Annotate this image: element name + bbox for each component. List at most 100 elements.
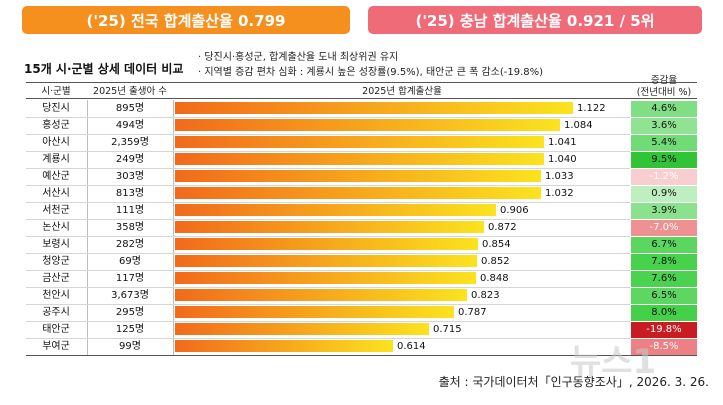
row-divider [26,338,630,339]
tfr-value-label: 1.033 [545,171,574,182]
births-value: 3,673명 [111,290,149,301]
table-header-border [26,98,697,99]
row-divider [26,219,630,220]
births-value: 895명 [115,103,145,114]
region-label: 서산시 [42,188,70,199]
tfr-bar [175,187,541,199]
change-rate-cell: -1.2% [631,169,697,185]
tfr-bar [175,255,477,267]
tfr-value-label: 1.041 [548,137,577,148]
change-rate-cell: -7.0% [631,220,697,236]
births-value: 69명 [119,256,141,267]
births-value: 125명 [115,324,145,335]
national-tfr-banner: ('25) 전국 합계출산율 0.799 [22,6,350,34]
region-label: 금산군 [42,273,70,284]
births-value: 494명 [115,120,145,131]
births-value: 2,359명 [111,137,149,148]
region-label: 아산시 [42,137,70,148]
tfr-value-label: 0.787 [458,307,487,318]
tfr-bar [175,153,544,165]
tfr-bar [175,221,484,233]
tfr-bar [175,136,544,148]
change-rate-cell: 3.6% [631,118,697,134]
tfr-bar [175,119,560,131]
row-divider [26,168,630,169]
tfr-bar [175,306,454,318]
region-label: 당진시 [42,103,70,114]
births-value: 303명 [115,171,145,182]
row-divider [26,134,630,135]
header-change: 증감율 [650,75,678,86]
tfr-value-label: 0.906 [500,205,529,216]
row-divider [26,117,630,118]
change-rate-cell: 0.9% [631,186,697,202]
births-value: 117명 [115,273,145,284]
tfr-value-label: 0.852 [481,256,510,267]
region-label: 태안군 [42,324,70,335]
note-item: 지역별 증감 편차 심화 : 계룡시 높은 성장률(9.5%), 태안군 큰 폭… [198,65,543,80]
tfr-value-label: 0.854 [482,239,511,250]
births-value: 99명 [119,341,141,352]
row-divider [26,236,630,237]
tfr-bar [175,289,467,301]
region-label: 논산시 [42,222,70,233]
change-rate-cell: -19.8% [631,322,697,338]
change-rate-cell: -8.5% [631,339,697,355]
tfr-value-label: 1.040 [548,154,577,165]
section-title: 15개 시·군별 상세 데이터 비교 [24,62,184,76]
tfr-value-label: 0.715 [433,324,462,335]
tfr-value-label: 0.614 [397,341,426,352]
tfr-value-label: 1.032 [545,188,574,199]
column-divider [173,100,174,355]
header-births: 2025년 출생아 수 [93,86,167,97]
change-rate-cell: 6.5% [631,288,697,304]
row-divider [26,321,630,322]
column-divider [87,100,88,355]
tfr-bar [175,170,541,182]
region-label: 천안시 [42,290,70,301]
header-region: 시·군별 [41,86,71,97]
tfr-value-label: 1.122 [577,103,606,114]
tfr-value-label: 0.823 [471,290,500,301]
births-value: 295명 [115,307,145,318]
region-label: 청양군 [42,256,70,267]
header-change-sub: (전년대비 %) [636,87,692,98]
tfr-bar [175,272,476,284]
region-label: 공주시 [42,307,70,318]
row-divider [26,304,630,305]
births-value: 249명 [115,154,145,165]
tfr-bar [175,340,393,352]
change-rate-cell: 4.6% [631,101,697,117]
row-divider [26,151,630,152]
change-rate-cell: 5.4% [631,135,697,151]
tfr-bar [175,238,478,250]
tfr-bar [175,204,496,216]
row-divider [26,270,630,271]
region-label: 계룡시 [42,154,70,165]
source-note: 출처 : 국가데이터처「인구동향조사」, 2026. 3. 26. [438,375,709,389]
tfr-value-label: 0.872 [488,222,517,233]
notes: 당진시·홍성군, 합계출산율 도내 최상위권 유지 지역별 증감 편차 심화 :… [198,50,543,80]
tfr-value-label: 0.848 [480,273,509,284]
region-label: 예산군 [42,171,70,182]
tfr-bar [175,323,429,335]
table-bottom-border [26,355,697,356]
note-item: 당진시·홍성군, 합계출산율 도내 최상위권 유지 [198,50,543,65]
table-top-border [26,82,697,83]
chungnam-tfr-banner: ('25) 충남 합계출산율 0.921 / 5위 [368,6,702,34]
watermark-logo: 뉴스1 [570,342,657,382]
births-value: 111명 [115,205,145,216]
births-value: 358명 [115,222,145,233]
row-divider [26,185,630,186]
change-rate-cell: 7.6% [631,271,697,287]
header-tfr: 2025년 합계출산율 [362,86,442,97]
births-value: 813명 [115,188,145,199]
tfr-bar [175,102,573,114]
region-label: 홍성군 [42,120,70,131]
change-rate-cell: 7.8% [631,254,697,270]
change-rate-cell: 8.0% [631,305,697,321]
row-divider [26,202,630,203]
region-label: 부여군 [42,341,70,352]
change-rate-cell: 3.9% [631,203,697,219]
region-label: 보령시 [42,239,70,250]
